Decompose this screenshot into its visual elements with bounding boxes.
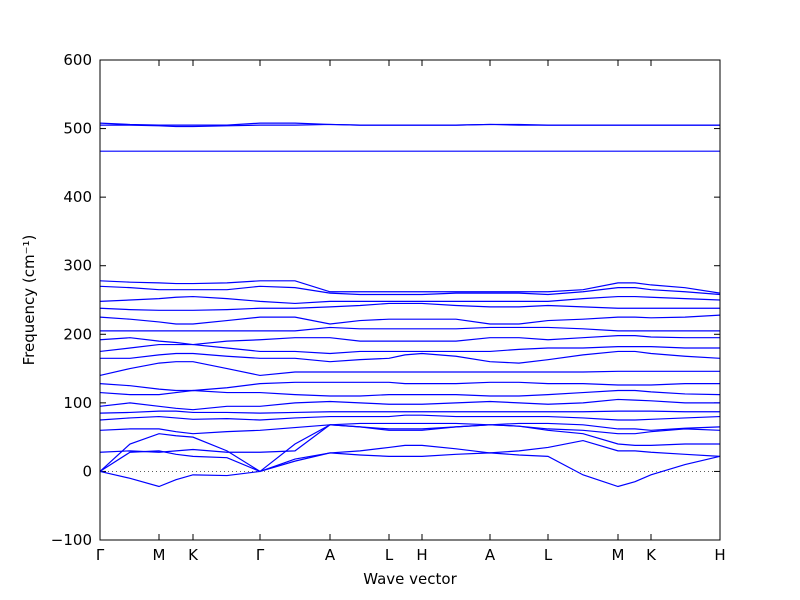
- plot-frame: [99, 59, 721, 541]
- x-tick-label: M: [153, 546, 166, 564]
- band-line: [99, 410, 720, 414]
- y-tick-label: 100: [63, 394, 92, 412]
- band-line: [99, 285, 721, 296]
- band-line: [99, 335, 720, 346]
- band-line: [99, 295, 721, 305]
- x-tick-label: Γ: [96, 546, 105, 564]
- x-tick-label: K: [188, 546, 199, 564]
- band-line: [99, 302, 720, 311]
- band-line: [99, 422, 721, 435]
- band-line: [99, 398, 720, 411]
- y-tick-label: −100: [51, 531, 92, 549]
- band-line: [100, 123, 720, 128]
- x-tick-label: K: [646, 546, 657, 564]
- y-tick-label: 400: [63, 188, 92, 206]
- band-line: [99, 424, 721, 453]
- x-tick-label: H: [416, 546, 427, 564]
- band-line: [99, 314, 721, 325]
- x-tick-label: L: [544, 546, 553, 564]
- band-line: [99, 452, 721, 488]
- band-line: [99, 381, 720, 392]
- band-line: [99, 439, 721, 473]
- band-line: [99, 389, 721, 397]
- band-line: [99, 414, 721, 421]
- band-line: [100, 350, 721, 364]
- y-tick-label: 0: [82, 462, 92, 480]
- x-tick-label: M: [612, 546, 625, 564]
- band-line: [100, 326, 720, 332]
- band-line: [99, 424, 720, 473]
- x-tick-label: Γ: [256, 546, 265, 564]
- x-axis-label: Wave vector: [363, 570, 457, 588]
- band-line: [99, 361, 720, 377]
- x-tick-label: A: [325, 546, 336, 564]
- y-tick-label: 200: [63, 325, 92, 343]
- band-line: [99, 343, 720, 355]
- y-axis-label: Frequency (cm⁻¹): [20, 235, 38, 366]
- x-tick-label: A: [485, 546, 496, 564]
- y-tick-label: 500: [63, 120, 92, 138]
- x-tick-label: H: [714, 546, 725, 564]
- x-tick-label: L: [385, 546, 394, 564]
- y-tick-label: 600: [63, 51, 92, 69]
- band-line: [99, 280, 721, 294]
- y-tick-label: 300: [63, 257, 92, 275]
